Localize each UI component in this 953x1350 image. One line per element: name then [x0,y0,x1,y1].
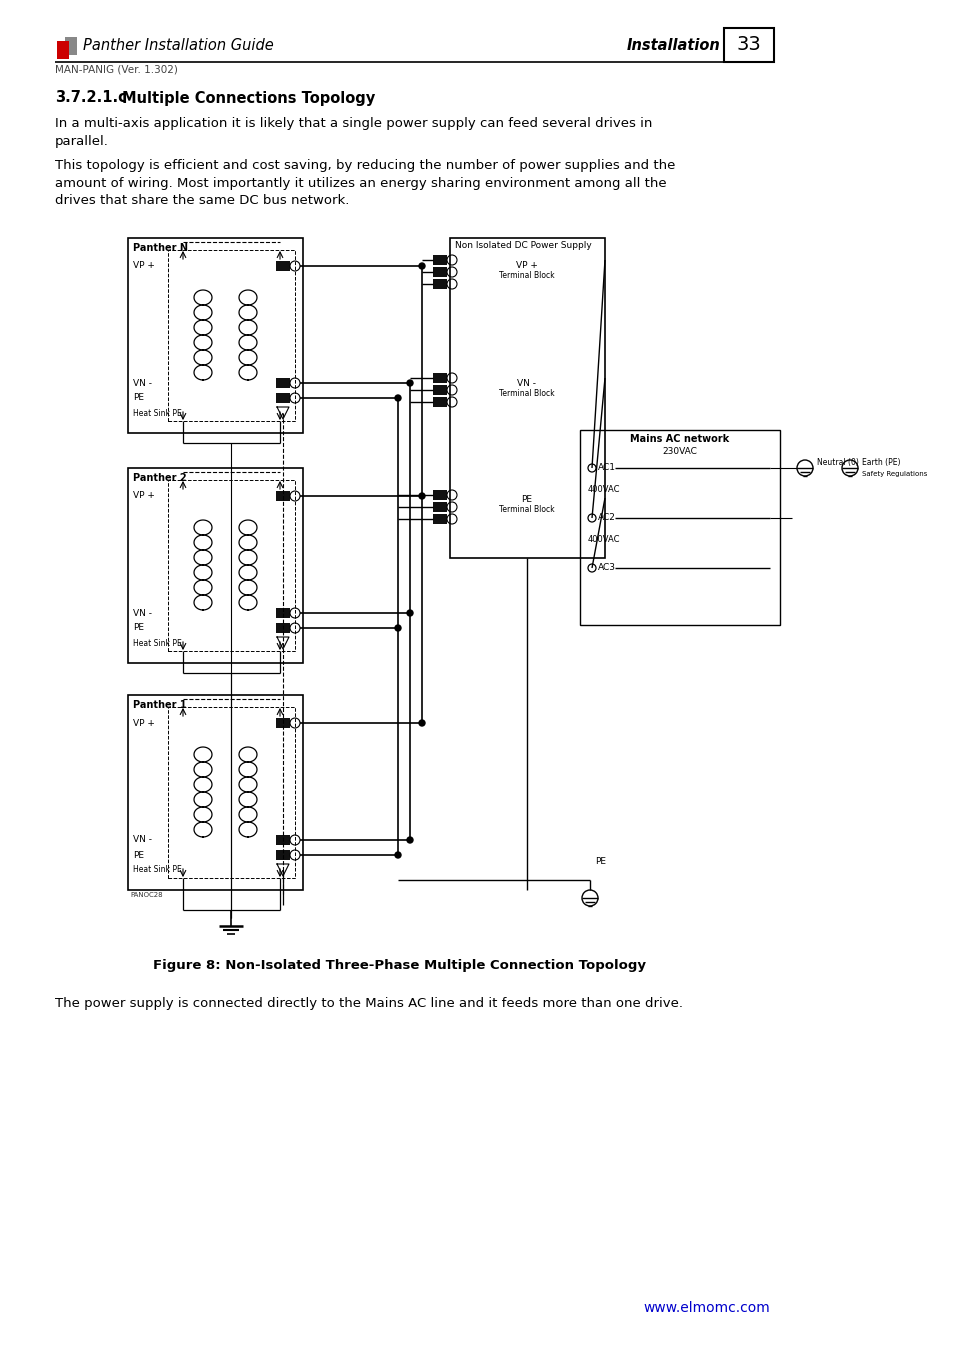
Text: VP +: VP + [132,491,154,501]
Bar [275,622,290,633]
Bar [275,850,290,860]
Bar [275,491,290,501]
Bar [57,40,69,59]
Circle shape [395,852,400,859]
Text: Mains AC network: Mains AC network [630,433,729,444]
Text: PE: PE [132,850,144,860]
Text: 230VAC: 230VAC [662,447,697,456]
Circle shape [418,720,424,726]
Text: Safety Regulations: Safety Regulations [862,471,926,477]
Text: VN -: VN - [132,836,152,845]
Bar [65,36,77,55]
Text: PE: PE [132,393,144,402]
Text: 33: 33 [736,35,760,54]
Bar [168,707,294,878]
Bar [128,468,303,663]
Text: VN -: VN - [132,378,152,387]
Bar [128,695,303,890]
Text: Neutral (0): Neutral (0) [816,458,858,467]
Text: VN -: VN - [517,378,536,387]
Bar [275,836,290,845]
Bar [433,385,447,396]
Bar [275,261,290,271]
Text: PANOC28: PANOC28 [130,892,162,898]
Text: AC3: AC3 [598,563,616,572]
Text: VP +: VP + [132,718,154,728]
Bar [433,267,447,277]
Text: AC2: AC2 [598,513,616,522]
Text: drives that share the same DC bus network.: drives that share the same DC bus networ… [55,193,349,207]
Text: parallel.: parallel. [55,135,109,147]
Text: Heat Sink PE: Heat Sink PE [132,639,182,648]
Circle shape [395,396,400,401]
Text: Earth (PE): Earth (PE) [862,458,900,467]
Text: PE: PE [132,624,144,633]
Bar [723,28,773,62]
Bar [433,514,447,524]
Text: Panther Installation Guide: Panther Installation Guide [83,39,274,54]
Circle shape [418,493,424,500]
Circle shape [407,610,413,616]
Bar [275,718,290,728]
Text: VP +: VP + [132,262,154,270]
Text: Terminal Block: Terminal Block [498,271,555,281]
Text: Panther 2: Panther 2 [132,472,187,483]
Bar [433,490,447,500]
Text: VP +: VP + [516,262,537,270]
Text: Panther 1: Panther 1 [132,701,187,710]
Text: Terminal Block: Terminal Block [498,389,555,397]
Bar [433,255,447,265]
Bar [275,393,290,404]
Text: Terminal Block: Terminal Block [498,505,555,514]
Text: In a multi-axis application it is likely that a single power supply can feed sev: In a multi-axis application it is likely… [55,117,652,131]
Text: AC1: AC1 [598,463,616,472]
Circle shape [407,379,413,386]
Text: Multiple Connections Topology: Multiple Connections Topology [122,90,375,105]
Bar [275,378,290,387]
Bar [450,238,604,558]
Text: MAN-PANIG (Ver. 1.302): MAN-PANIG (Ver. 1.302) [55,65,177,76]
Text: 3.7.2.1.c: 3.7.2.1.c [55,90,127,105]
Text: amount of wiring. Most importantly it utilizes an energy sharing environment amo: amount of wiring. Most importantly it ut… [55,177,666,189]
Text: This topology is efficient and cost saving, by reducing the number of power supp: This topology is efficient and cost savi… [55,159,675,173]
Text: PE: PE [521,495,532,505]
Text: www.elmomc.com: www.elmomc.com [642,1301,769,1315]
Bar [168,481,294,651]
Circle shape [418,263,424,269]
Circle shape [407,837,413,842]
Bar [168,250,294,421]
Circle shape [395,625,400,630]
Text: Installation: Installation [625,39,720,54]
Text: The power supply is connected directly to the Mains AC line and it feeds more th: The power supply is connected directly t… [55,996,682,1010]
Text: Figure 8: Non-Isolated Three-Phase Multiple Connection Topology: Figure 8: Non-Isolated Three-Phase Multi… [153,958,646,972]
Text: Panther N: Panther N [132,243,188,252]
Bar [433,397,447,406]
Text: Heat Sink PE: Heat Sink PE [132,409,182,417]
Text: 400VAC: 400VAC [587,486,619,494]
Bar [433,502,447,512]
Text: 400VAC: 400VAC [587,536,619,544]
Bar [579,431,780,625]
Text: PE: PE [595,857,605,867]
Text: Heat Sink PE: Heat Sink PE [132,865,182,875]
Bar [275,608,290,618]
Bar [433,279,447,289]
Bar [433,373,447,383]
Text: Non Isolated DC Power Supply: Non Isolated DC Power Supply [455,242,591,251]
Bar [128,238,303,433]
Text: VN -: VN - [132,609,152,617]
